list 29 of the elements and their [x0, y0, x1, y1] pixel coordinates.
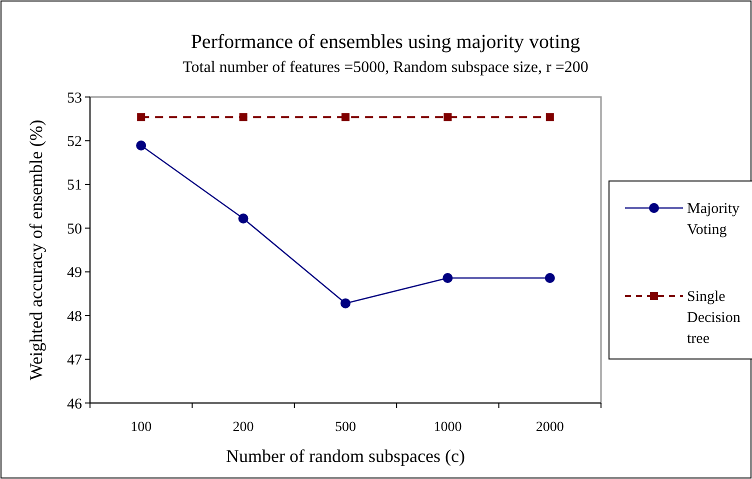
point	[444, 113, 452, 122]
y-tick-label: 49	[67, 265, 82, 282]
y-tick-label: 50	[67, 221, 82, 238]
y-axis-title: Weighted accuracy of ensemble (%)	[26, 120, 46, 380]
y-tick-label: 48	[67, 308, 82, 325]
x-tick-label: 2000	[536, 420, 564, 435]
point	[342, 113, 350, 122]
point	[239, 113, 248, 122]
x-axis-title: Number of random subspaces (c)	[226, 446, 465, 466]
point	[340, 298, 350, 308]
x-tick-label: 200	[232, 420, 254, 435]
legend-label: Single Decision tree	[687, 289, 741, 347]
y-tick-label: 53	[67, 90, 82, 106]
point	[546, 113, 554, 122]
y-tick-label: 52	[67, 134, 82, 150]
x-tick-label: 500	[335, 420, 356, 435]
y-tick-label: 51	[67, 178, 82, 194]
chart-title: Performance of ensembles using majority voting	[190, 31, 580, 53]
point	[136, 140, 146, 151]
x-tick-label: 100	[130, 420, 152, 435]
legend-label: Majority Voting	[687, 201, 740, 238]
chart-subtitle: Total number of features =5000, Random subspace size, r =200	[182, 59, 588, 76]
x-tick-label: 1000	[434, 420, 462, 435]
point	[137, 113, 146, 122]
y-tick-label: 46	[67, 396, 82, 412]
point	[544, 272, 555, 283]
y-tick-label: 47	[67, 352, 82, 369]
point	[238, 214, 248, 224]
point	[442, 272, 453, 283]
